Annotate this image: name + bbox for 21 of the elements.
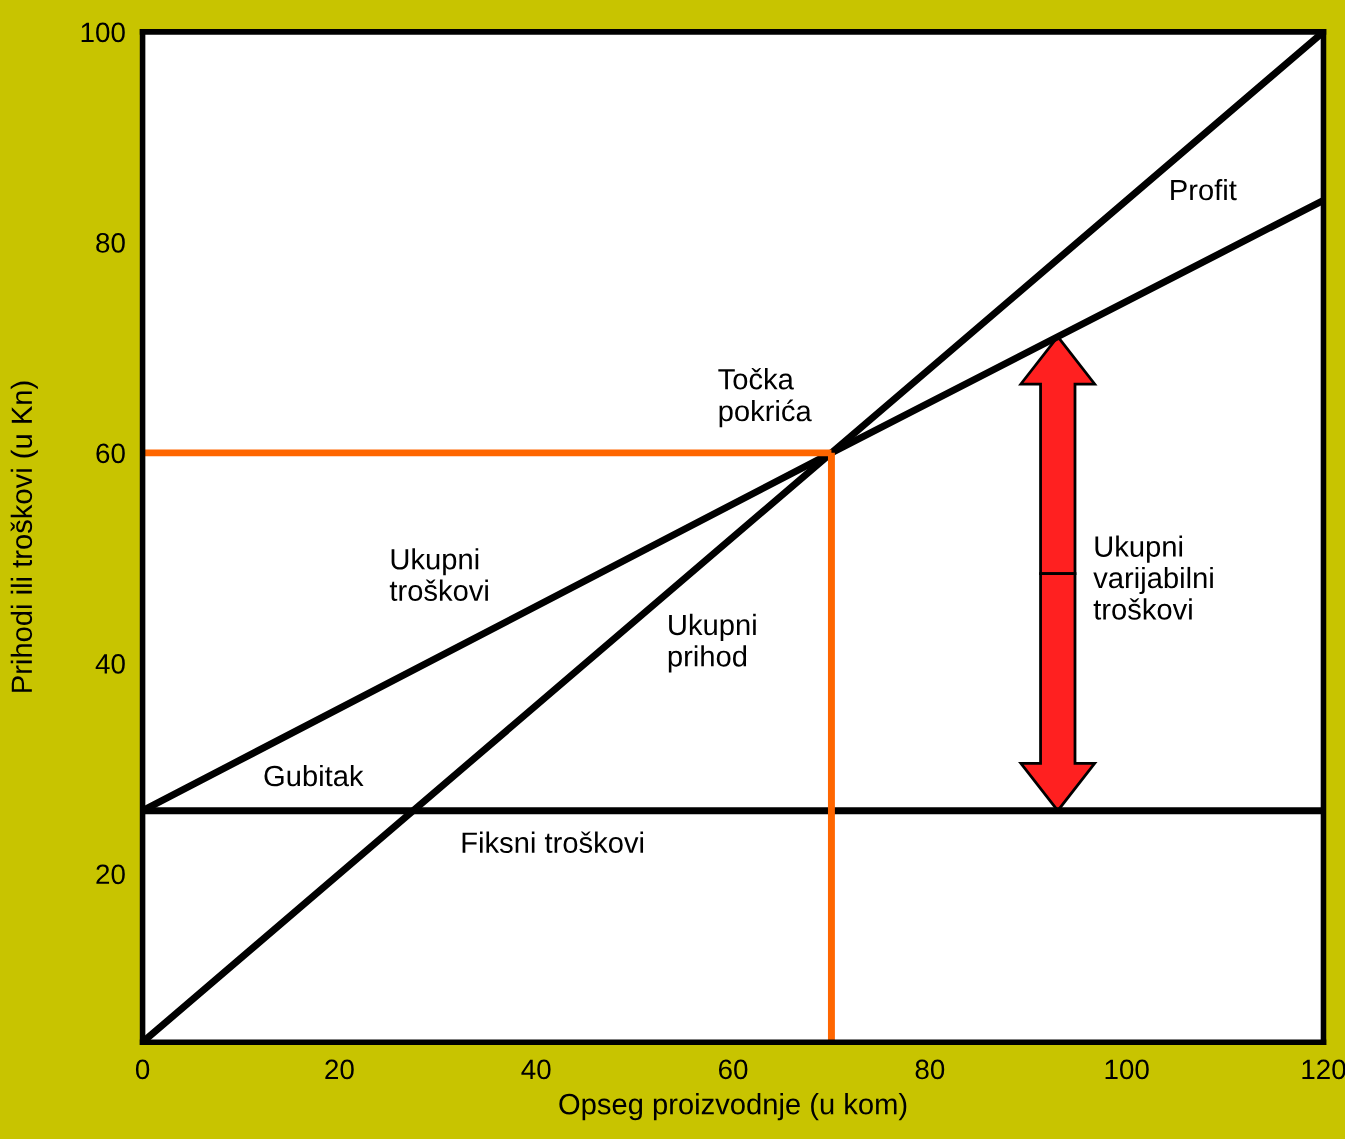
x-tick-label: 60 — [718, 1059, 748, 1080]
series-label: Ukupni prihod — [668, 613, 756, 673]
x-tick-label: 80 — [915, 1059, 945, 1080]
x-tick-label: 20 — [325, 1059, 354, 1080]
x-axis-title: Opseg proizvodnje (u kom) — [559, 1093, 907, 1121]
y-tick-label: 20 — [96, 864, 125, 885]
annotation: Točka pokrića — [718, 368, 812, 428]
series-label: Fiksni troškovi — [462, 831, 644, 854]
y-axis-title: Prihodi ili troškovi (u Kn) — [10, 381, 38, 692]
y-tick-label: 80 — [96, 233, 125, 253]
y-tick-label: 60 — [96, 443, 125, 464]
annotation: Gubitak — [264, 764, 364, 787]
x-tick-label: 0 — [135, 1059, 150, 1080]
annotation: Ukupni varijabilni troškovi — [1093, 535, 1213, 620]
x-tick-label: 120 — [1302, 1059, 1345, 1080]
y-tick-label: 40 — [95, 653, 125, 674]
series-label: Ukupni troškovi — [389, 548, 488, 601]
x-tick-label: 100 — [1105, 1059, 1149, 1080]
annotation: Profit — [1171, 178, 1237, 201]
y-tick-label: 100 — [81, 22, 125, 43]
x-tick-label: 40 — [521, 1059, 551, 1080]
